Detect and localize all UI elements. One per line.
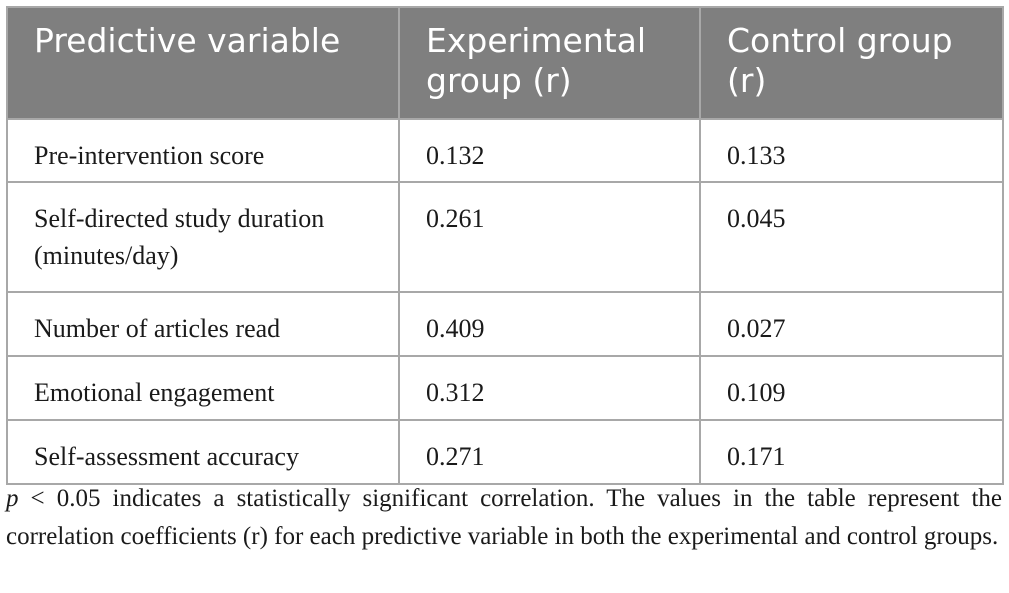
variable-name-cell: Emotional engagement [6,355,400,421]
table-row: Self-directed study duration (minutes/da… [6,181,1004,293]
control-value-cell: 0.109 [699,355,1004,421]
table-row: Pre-intervention score 0.132 0.133 [6,118,1004,183]
footnote-text: < 0.05 indicates a statistically signifi… [6,485,1002,550]
experimental-value-cell: 0.271 [398,419,701,485]
experimental-value-cell: 0.312 [398,355,701,421]
header-predictive-variable: Predictive variable [6,6,400,120]
experimental-value-cell: 0.261 [398,181,701,293]
variable-name-cell: Self-directed study duration (minutes/da… [6,181,400,293]
correlation-table-container: Predictive variable Experimental group (… [6,6,1004,485]
control-value-cell: 0.171 [699,419,1004,485]
table-body: Pre-intervention score 0.132 0.133 Self-… [6,118,1004,485]
control-value-cell: 0.133 [699,118,1004,183]
table-row: Emotional engagement 0.312 0.109 [6,355,1004,421]
variable-name-cell: Number of articles read [6,291,400,357]
header-row: Predictive variable Experimental group (… [6,6,1004,120]
table-header: Predictive variable Experimental group (… [6,6,1004,120]
header-control-group: Control group (r) [699,6,1004,120]
experimental-value-cell: 0.132 [398,118,701,183]
variable-name-cell: Self-assessment accuracy [6,419,400,485]
variable-name-cell: Pre-intervention score [6,118,400,183]
table-footnote: p < 0.05 indicates a statistically signi… [6,480,1002,556]
p-value-symbol: p [6,485,19,512]
correlation-table: Predictive variable Experimental group (… [6,6,1004,485]
header-experimental-group: Experimental group (r) [398,6,701,120]
table-row: Number of articles read 0.409 0.027 [6,291,1004,357]
control-value-cell: 0.045 [699,181,1004,293]
experimental-value-cell: 0.409 [398,291,701,357]
table-row: Self-assessment accuracy 0.271 0.171 [6,419,1004,485]
control-value-cell: 0.027 [699,291,1004,357]
